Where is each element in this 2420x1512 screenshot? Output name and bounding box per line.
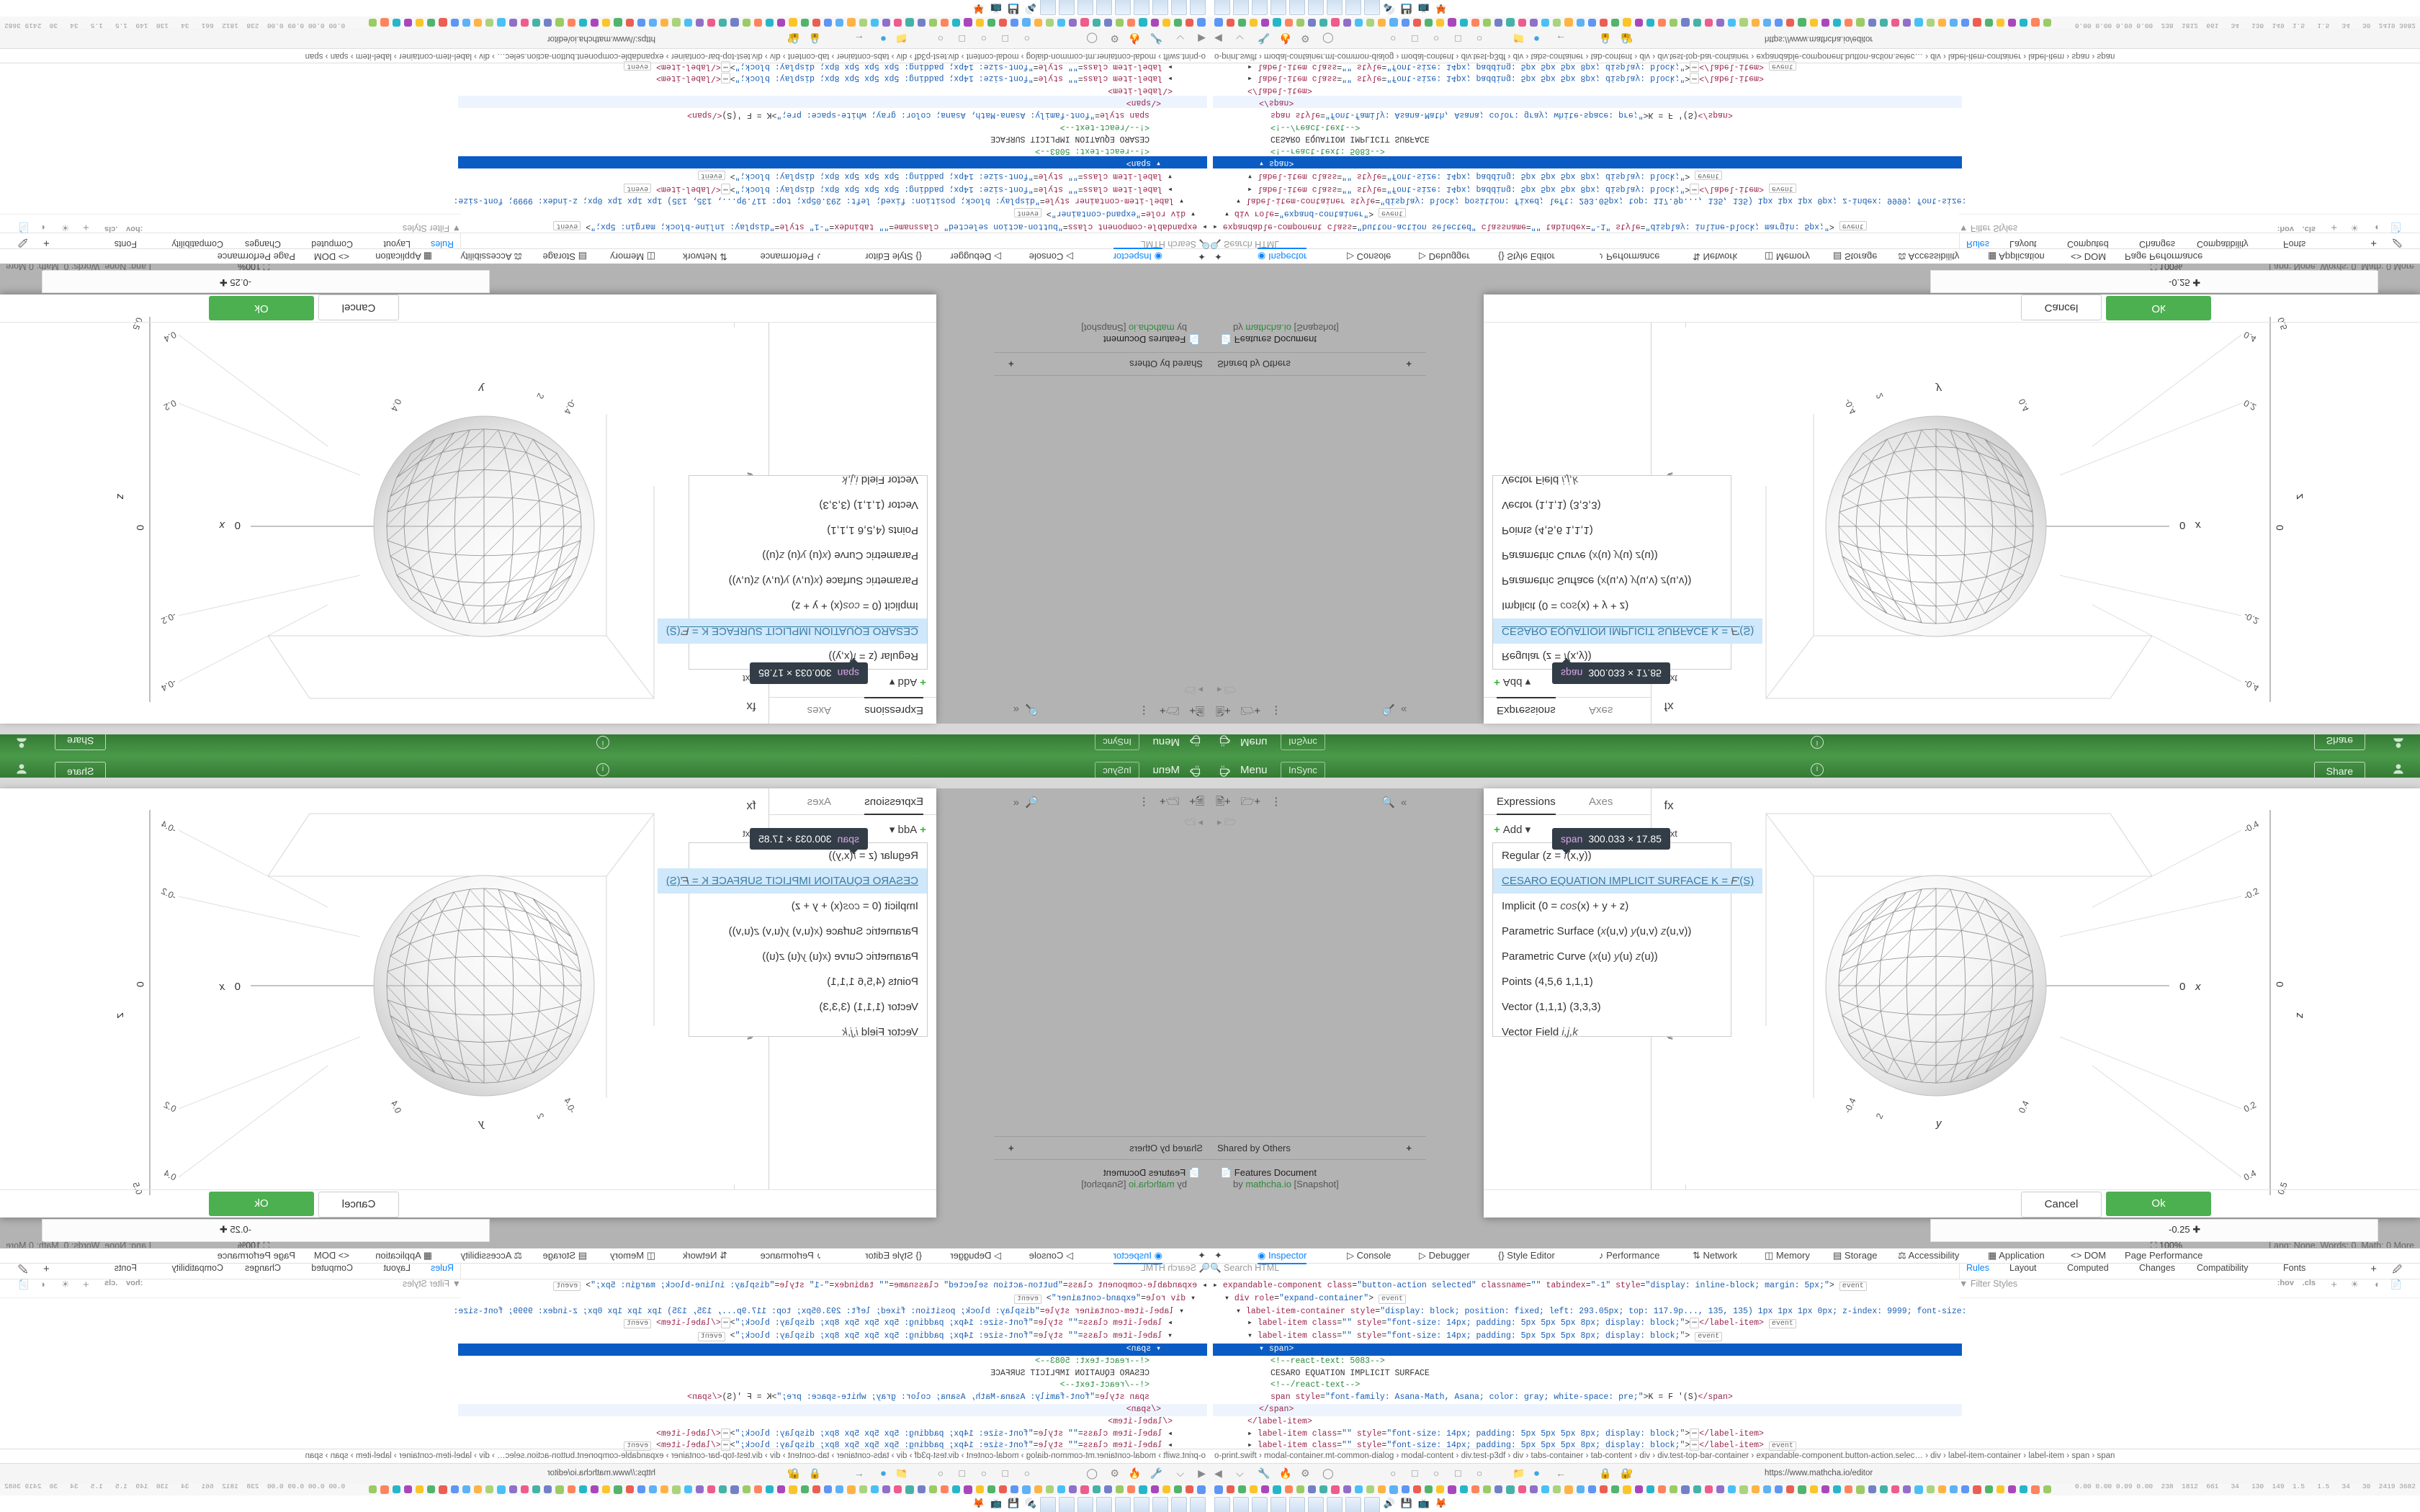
svg-text:0: 0 [2274, 981, 2285, 987]
svg-text:-0.2: -0.2 [159, 610, 178, 626]
svg-text:y: y [478, 382, 485, 395]
svg-text:0.4: 0.4 [389, 397, 403, 413]
svg-text:x: x [2195, 519, 2201, 531]
svg-text:0.4: 0.4 [2242, 329, 2258, 343]
svg-text:0.4: 0.4 [2017, 397, 2031, 413]
svg-text:0.2: 0.2 [162, 1099, 178, 1114]
svg-text:-0.2: -0.2 [159, 886, 178, 901]
svg-text:-0.4: -0.4 [159, 819, 178, 834]
svg-text:y: y [1935, 1117, 1942, 1130]
svg-text:2: 2 [534, 392, 546, 400]
svg-text:2: 2 [1874, 392, 1886, 400]
svg-text:-0.4: -0.4 [159, 677, 178, 693]
svg-text:y: y [478, 1117, 485, 1130]
svg-text:x: x [219, 519, 225, 531]
svg-text:-0.2: -0.2 [2242, 886, 2261, 901]
svg-text:0.4: 0.4 [2017, 1099, 2031, 1115]
svg-text:0.4: 0.4 [162, 1168, 178, 1182]
svg-text:0.4: 0.4 [389, 1099, 403, 1115]
svg-text:-0.4: -0.4 [562, 397, 578, 415]
svg-text:0.4: 0.4 [162, 329, 178, 343]
svg-text:0.2: 0.2 [2242, 397, 2258, 412]
svg-text:z: z [2293, 1012, 2305, 1019]
svg-text:-0.4: -0.4 [1842, 397, 1858, 415]
svg-text:y: y [1935, 382, 1942, 395]
svg-text:-0.4: -0.4 [2242, 677, 2261, 693]
svg-text:z: z [115, 493, 127, 500]
svg-text:0.4: 0.4 [2242, 1168, 2258, 1182]
svg-text:2: 2 [534, 1112, 546, 1120]
svg-text:z: z [2293, 493, 2305, 500]
svg-text:x: x [2195, 981, 2201, 993]
svg-text:-0.4: -0.4 [562, 1097, 578, 1115]
svg-text:0: 0 [235, 981, 241, 993]
svg-text:0: 0 [135, 981, 146, 987]
svg-text:0: 0 [2179, 519, 2185, 531]
svg-text:-0.4: -0.4 [1842, 1097, 1858, 1115]
svg-text:0: 0 [135, 525, 146, 531]
svg-text:0: 0 [235, 519, 241, 531]
svg-text:0.2: 0.2 [2242, 1099, 2258, 1114]
svg-text:x: x [219, 981, 225, 993]
svg-text:0.2: 0.2 [162, 397, 178, 412]
svg-text:-0.2: -0.2 [2242, 610, 2261, 626]
svg-text:z: z [115, 1012, 127, 1019]
svg-text:-0.4: -0.4 [2242, 819, 2261, 834]
svg-text:2: 2 [1874, 1112, 1886, 1120]
svg-text:0: 0 [2179, 981, 2185, 993]
svg-text:0: 0 [2274, 525, 2285, 531]
